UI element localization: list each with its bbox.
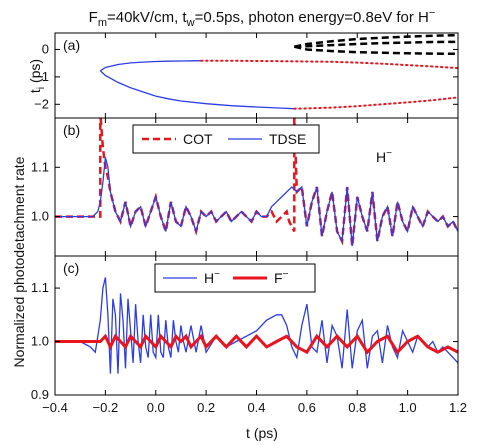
series-group: [99, 33, 458, 110]
x-tick-label: −0.2: [93, 400, 119, 415]
y-tick-label: 0: [42, 41, 49, 56]
legend-label-tdse: TDSE: [269, 131, 306, 147]
x-tick-label: 1.2: [449, 400, 467, 415]
series-blue-solid-1: [99, 70, 295, 110]
title-sub-w: w: [186, 17, 195, 29]
x-axis-label: t (ps): [246, 425, 278, 441]
ylabel-sub: i: [36, 87, 47, 89]
series-group: [55, 277, 458, 374]
series-black-dashed-6: [294, 40, 458, 48]
title-sub-m: m: [98, 17, 107, 29]
shared-y-axis-label: Normalized photodetachment rate: [11, 156, 27, 367]
x-tick-label: 0.8: [348, 400, 366, 415]
panel-label: (c): [63, 260, 79, 276]
plot-frame: [54, 32, 459, 119]
annotation-h-minus: H−: [376, 148, 392, 165]
legend-label-f: F−: [274, 269, 289, 286]
legend-f-text: F: [274, 270, 283, 286]
ylabel-unit: (ps): [27, 59, 43, 87]
legend-label-cot: COT: [183, 131, 213, 147]
title-sup: −: [429, 7, 435, 19]
x-tick-label: 0.0: [147, 400, 165, 415]
y-tick-label: 1.1: [31, 159, 49, 174]
x-tick-label: 1.0: [399, 400, 417, 415]
panel-a-y-label: ti (ps): [27, 59, 47, 93]
series-black-dashed-5: [294, 45, 458, 56]
legend-f-sup: −: [283, 269, 289, 280]
series-red-dotted-3: [293, 96, 458, 110]
series-black-dashed-4: [294, 33, 458, 48]
y-tick-label: −2: [34, 96, 49, 111]
annotation-sup: −: [386, 148, 392, 159]
title-mid: =40kV/cm, t: [107, 9, 187, 26]
y-tick-label: −1: [34, 69, 49, 84]
title-end: =0.5ps, photon energy=0.8eV for H: [195, 9, 429, 26]
y-tick-label: 1.0: [31, 209, 49, 224]
annotation-text: H: [376, 149, 386, 165]
series-tdse: [55, 157, 458, 247]
figure-title: Fm=40kV/cm, tw=0.5ps, photon energy=0.8e…: [89, 7, 436, 29]
panel-a: 0 −1 −2 (a) ti (ps): [27, 32, 459, 119]
x-tick-label: −0.4: [42, 400, 68, 415]
ylabel-main: t: [27, 89, 43, 93]
x-tick-label: 0.6: [298, 400, 316, 415]
legend-h-text: H: [204, 270, 214, 286]
series-red-dotted-2: [200, 59, 458, 70]
panel-label: (a): [63, 37, 80, 53]
panel-label: (b): [63, 122, 80, 138]
series-f: [55, 333, 458, 355]
series-group: [55, 118, 458, 247]
x-tick-label: 0.2: [197, 400, 215, 415]
legend-h-sup: −: [214, 269, 220, 280]
y-tick-label: 1.0: [31, 334, 49, 349]
x-tick-label: 0.4: [247, 400, 265, 415]
series-h: [55, 277, 458, 374]
y-tick-label: 0.9: [31, 387, 49, 402]
panel-c: 0.9 1.0 1.1 −0.4 −0.2 0.0 0.2 0.4 0.6 0.8 1.0 1.2 (c…: [31, 255, 467, 415]
series-blue-solid-0: [99, 60, 202, 72]
legend-label-h: H−: [204, 269, 220, 286]
title-main: F: [89, 9, 98, 26]
panel-b: 1.0 1.1 (b) COT TDSE H−: [31, 117, 459, 257]
y-tick-label: 1.1: [31, 280, 49, 295]
